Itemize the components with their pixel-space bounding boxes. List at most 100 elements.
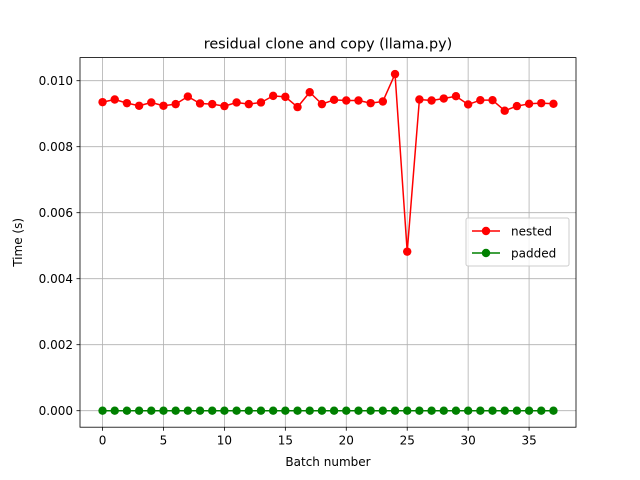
data-point-nested — [147, 98, 156, 107]
data-point-padded — [403, 406, 412, 415]
x-axis-label: Batch number — [285, 455, 370, 469]
x-tick-label: 20 — [339, 434, 354, 448]
data-point-padded — [281, 406, 290, 415]
data-point-padded — [220, 406, 229, 415]
data-point-padded — [147, 406, 156, 415]
data-point-padded — [390, 406, 400, 415]
data-point-padded — [244, 406, 253, 415]
data-point-padded — [378, 406, 388, 415]
y-tick-label: 0.004 — [39, 272, 73, 286]
data-point-nested — [281, 92, 290, 102]
series-lines — [98, 69, 558, 415]
x-tick-label: 5 — [160, 434, 168, 448]
y-tick-label: 0.006 — [39, 206, 73, 220]
data-point-nested — [354, 96, 363, 105]
data-point-nested — [403, 247, 412, 256]
series-padded — [98, 406, 558, 415]
data-point-padded — [256, 406, 266, 415]
data-point-padded — [512, 406, 522, 415]
legend-marker-nested — [481, 226, 491, 236]
data-point-nested — [256, 98, 266, 107]
data-point-nested — [549, 99, 558, 109]
data-point-nested — [159, 101, 168, 110]
legend-label-padded: padded — [511, 246, 556, 260]
data-point-nested — [183, 92, 193, 101]
data-point-nested — [329, 95, 339, 105]
data-point-nested — [524, 99, 534, 109]
data-point-nested — [463, 100, 473, 109]
data-point-padded — [317, 406, 327, 415]
data-point-padded — [524, 406, 534, 415]
data-point-nested — [378, 97, 388, 106]
data-point-padded — [427, 406, 436, 415]
y-tick-label: 0.010 — [39, 74, 73, 88]
data-point-padded — [159, 406, 168, 415]
data-point-nested — [537, 98, 546, 108]
data-point-padded — [329, 406, 339, 415]
data-point-nested — [268, 91, 278, 101]
y-tick-label: 0.002 — [39, 338, 73, 352]
data-point-padded — [537, 406, 546, 415]
data-point-nested — [134, 101, 144, 110]
data-point-padded — [305, 406, 314, 415]
x-tick-label: 35 — [521, 434, 536, 448]
data-point-padded — [208, 406, 217, 415]
data-point-padded — [500, 406, 509, 415]
data-point-padded — [488, 406, 497, 415]
legend-marker-padded — [481, 248, 491, 258]
data-point-padded — [342, 406, 351, 415]
data-point-nested — [195, 99, 205, 108]
data-point-nested — [439, 94, 448, 103]
data-point-padded — [110, 406, 119, 415]
data-point-padded — [549, 406, 558, 415]
data-point-padded — [98, 406, 107, 415]
data-point-nested — [500, 106, 509, 115]
data-point-padded — [122, 406, 132, 415]
data-point-nested — [110, 95, 119, 104]
data-point-nested — [427, 96, 436, 105]
data-point-nested — [232, 98, 241, 107]
data-point-padded — [134, 406, 144, 415]
data-point-nested — [244, 99, 253, 109]
data-point-nested — [512, 101, 522, 111]
data-point-nested — [122, 98, 132, 108]
data-point-nested — [366, 98, 375, 108]
chart-title: residual clone and copy (llama.py) — [204, 37, 453, 53]
x-tick-label: 10 — [217, 434, 232, 448]
data-point-padded — [195, 406, 205, 415]
data-point-padded — [354, 406, 363, 415]
series-nested — [98, 69, 558, 256]
plot-frame — [79, 57, 577, 428]
data-point-padded — [293, 406, 302, 415]
data-point-padded — [268, 406, 278, 415]
data-point-padded — [415, 406, 424, 415]
x-tick-label: 30 — [461, 434, 476, 448]
legend: nested padded — [465, 217, 570, 267]
data-point-nested — [317, 99, 327, 109]
y-tick-label: 0.008 — [39, 140, 73, 154]
data-point-padded — [451, 406, 461, 415]
data-point-padded — [171, 406, 180, 415]
y-axis-label: Time (s) — [11, 218, 25, 268]
legend-label-nested: nested — [511, 224, 552, 238]
data-point-nested — [171, 99, 180, 109]
x-tick-label: 25 — [400, 434, 415, 448]
data-point-nested — [220, 101, 229, 111]
y-tick-label: 0.000 — [39, 404, 73, 418]
data-point-padded — [232, 406, 241, 415]
data-point-padded — [183, 406, 193, 415]
data-point-padded — [439, 406, 448, 415]
data-point-nested — [305, 88, 314, 97]
data-point-padded — [366, 406, 375, 415]
legend-box — [465, 217, 570, 267]
data-point-nested — [208, 99, 217, 109]
axis-ticks: 0 5 10 15 20 25 30 35 0.000 0.002 0.004 0.006 0.008 0… — [39, 74, 537, 448]
x-tick-label: 0 — [99, 434, 107, 448]
data-point-padded — [463, 406, 473, 415]
data-point-nested — [98, 97, 107, 107]
x-tick-label: 15 — [278, 434, 293, 448]
data-point-nested — [415, 95, 424, 104]
data-point-nested — [451, 92, 461, 101]
data-point-nested — [342, 96, 351, 105]
